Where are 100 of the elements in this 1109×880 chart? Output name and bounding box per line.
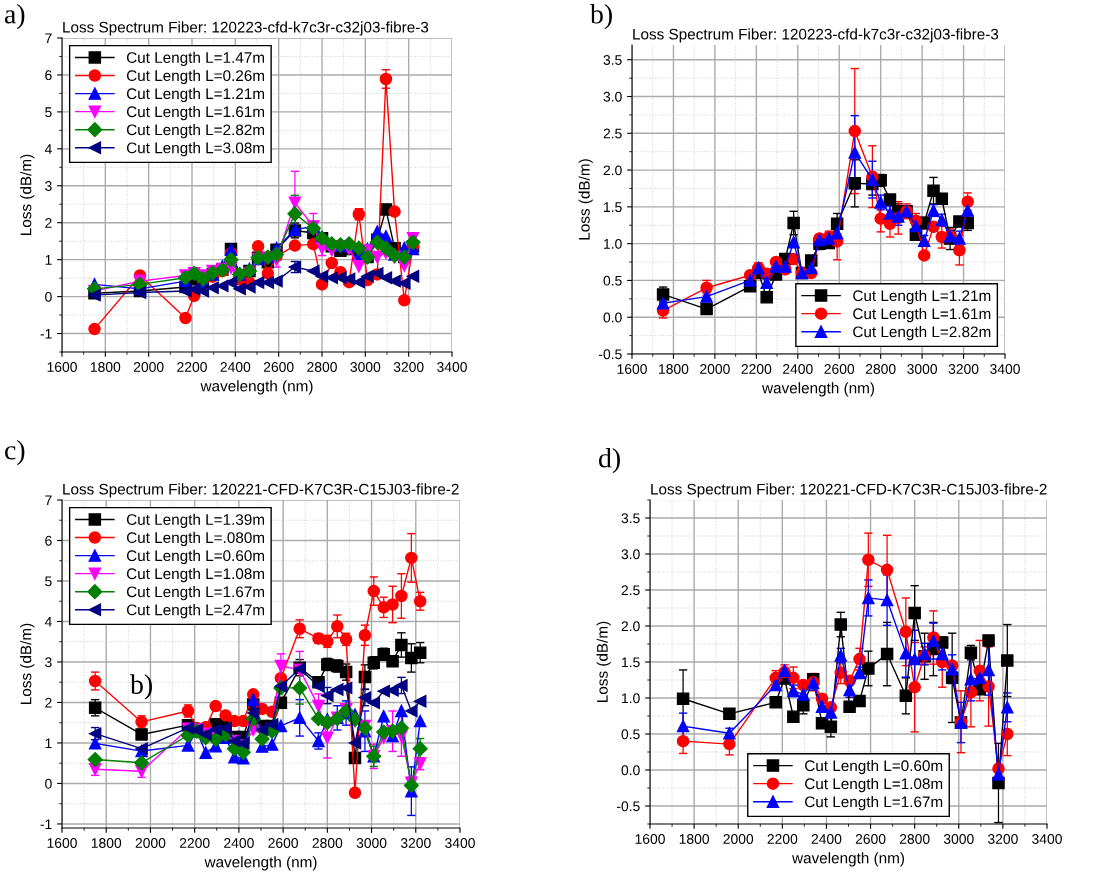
x-tick-label: 1800 xyxy=(90,362,121,372)
x-tick-label: 2200 xyxy=(767,834,798,844)
legend-label: Cut Length L=1.61m xyxy=(853,307,991,323)
y-tick-label: 3 xyxy=(45,181,52,191)
legend-label: Cut Length L=1.08m xyxy=(126,567,265,583)
y-axis-title: Loss (dB/m) xyxy=(596,621,611,702)
y-axis-title: Loss (dB/m) xyxy=(578,159,593,240)
x-tick-label: 3400 xyxy=(990,364,1020,374)
legend-label: Cut Length L=0.60m xyxy=(126,549,265,565)
y-tick-label: 1.0 xyxy=(622,693,640,704)
y-tick-label: 2 xyxy=(45,218,52,228)
x-tick-label: 2600 xyxy=(855,834,886,844)
y-tick-label: 0 xyxy=(45,778,52,789)
legend-label: Cut Length L=2.47m xyxy=(126,604,265,619)
y-tick-label: 2 xyxy=(45,697,52,708)
y-tick-label: 3 xyxy=(45,657,52,668)
x-tick-label: 1600 xyxy=(47,838,77,848)
x-tick-label: 3200 xyxy=(393,362,424,372)
legend-label: Cut Length L=1.39m xyxy=(126,513,265,528)
x-tick-label: 2400 xyxy=(220,362,251,372)
chart-title: Loss Spectrum Fiber: 120223-cfd-k7c3r-c32j03-fibre-3 xyxy=(633,28,999,43)
x-tick-label: 2800 xyxy=(307,362,337,372)
x-tick-label: 1800 xyxy=(659,364,689,374)
legend-label: Cut Length L=1.21m xyxy=(853,289,991,305)
legend-label: Cut Length L=.080m xyxy=(126,531,265,547)
legend-label: Cut Length L=2.82m xyxy=(853,326,991,341)
x-tick-label: 1600 xyxy=(47,362,77,372)
legend-label: Cut Length L=1.67m xyxy=(805,796,943,811)
y-axis-title: Loss (dB/m) xyxy=(20,623,35,704)
y-tick-label: 0.5 xyxy=(621,729,640,740)
x-tick-label: 2600 xyxy=(263,362,294,372)
text: d) xyxy=(599,448,620,474)
x-tick-label: 3200 xyxy=(948,364,979,374)
x-axis-title: wavelength (nm) xyxy=(792,852,905,867)
x-tick-label: 1800 xyxy=(679,834,710,844)
y-tick-label: 0.0 xyxy=(603,312,622,323)
y-tick-label: 7 xyxy=(45,495,52,506)
y-tick-label: 4 xyxy=(44,144,52,154)
y-tick-label: 7 xyxy=(45,33,52,44)
y-tick-label: 5 xyxy=(45,107,52,118)
x-tick-label: 3400 xyxy=(437,362,467,372)
y-tick-label: 3.0 xyxy=(621,549,640,560)
legend-label: Cut Length L=1.67m xyxy=(126,585,265,601)
x-tick-label: 3200 xyxy=(400,838,431,848)
text: c) xyxy=(5,440,25,466)
x-axis-title: wavelength (nm) xyxy=(204,856,317,871)
y-tick-label: 0 xyxy=(45,291,52,302)
x-tick-label: 2000 xyxy=(700,364,730,374)
y-tick-label: 0.5 xyxy=(603,275,622,286)
y-tick-label: 1 xyxy=(45,738,52,748)
legend-label: Cut Length L=0.60m xyxy=(805,759,943,775)
chart-title: Loss Spectrum Fiber: 120221-CFD-K7C3R-C15J03-fibre-2 xyxy=(63,483,459,498)
x-tick-label: 1600 xyxy=(617,364,647,374)
x-tick-label: 3000 xyxy=(350,362,381,372)
legend-label: Cut Length L=2.82m xyxy=(126,123,265,139)
x-tick-label: 2000 xyxy=(723,834,754,844)
chart-title: Loss Spectrum Fiber: 120221-CFD-K7C3R-C15J03-fibre-2 xyxy=(651,483,1047,498)
legend-label: Cut Length L=1.21m xyxy=(126,87,265,103)
x-tick-label: 2800 xyxy=(865,364,896,374)
legend-label: Cut Length L=0.26m xyxy=(126,69,265,85)
annotation: b) xyxy=(130,674,152,700)
x-tick-label: 2200 xyxy=(177,362,207,372)
y-tick-label: 3.5 xyxy=(603,55,622,65)
y-tick-label: 4 xyxy=(44,616,52,627)
y-tick-label: 1.5 xyxy=(622,657,640,668)
x-tick-label: 2400 xyxy=(811,834,842,844)
y-tick-label: 2.5 xyxy=(603,128,622,139)
x-tick-label: 2800 xyxy=(312,838,343,848)
x-tick-label: 3400 xyxy=(445,838,475,848)
y-tick-label: 1 xyxy=(45,255,52,265)
y-tick-label: -1 xyxy=(40,819,52,829)
x-tick-label: 2600 xyxy=(824,364,855,374)
y-tick-label: 1.5 xyxy=(604,202,622,213)
x-tick-label: 3000 xyxy=(943,834,974,844)
x-tick-label: 2600 xyxy=(268,838,299,848)
y-tick-label: 5 xyxy=(45,576,52,587)
text: b) xyxy=(590,4,612,30)
y-tick-label: 3.0 xyxy=(603,91,622,102)
y-tick-label: 1.0 xyxy=(604,238,622,249)
y-tick-label: 0.0 xyxy=(621,765,640,776)
y-tick-label: -1 xyxy=(40,329,52,339)
x-tick-label: 2400 xyxy=(224,838,254,848)
y-tick-label: 6 xyxy=(45,535,52,546)
chart-title: Loss Spectrum Fiber: 120223-cfd-k7c3r-c32j03-fibre-3 xyxy=(63,21,429,36)
legend-label: Cut Length L=1.47m xyxy=(126,51,265,66)
y-tick-label: -0.5 xyxy=(616,801,640,812)
x-tick-label: 2200 xyxy=(179,838,210,848)
x-tick-label: 2800 xyxy=(899,834,930,844)
legend-label: Cut Length L=1.61m xyxy=(126,105,265,121)
x-tick-label: 3000 xyxy=(356,838,387,848)
text: a) xyxy=(4,4,25,30)
x-tick-label: 1600 xyxy=(635,834,665,844)
y-tick-label: 3.5 xyxy=(621,513,640,524)
y-tick-label: 6 xyxy=(45,70,52,81)
x-tick-label: 2000 xyxy=(135,838,166,848)
y-tick-label: -0.5 xyxy=(598,349,622,360)
y-axis-title: Loss (dB/m) xyxy=(20,154,35,235)
x-tick-label: 3200 xyxy=(987,834,1018,844)
legend-label: Cut Length L=1.08m xyxy=(805,777,943,793)
y-tick-label: 2.0 xyxy=(603,165,622,176)
